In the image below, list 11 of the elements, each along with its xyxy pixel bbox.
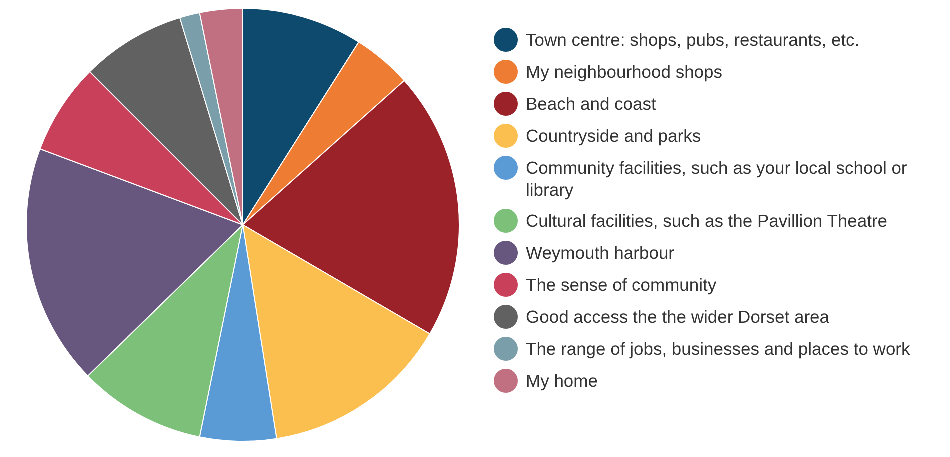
legend-label: Good access the the wider Dorset area (526, 306, 830, 328)
legend-label: Beach and coast (526, 93, 656, 115)
legend-label: The sense of community (526, 274, 717, 296)
legend-label: Community facilities, such as your local school or library (526, 157, 908, 201)
legend-label: The range of jobs, businesses and places to work (526, 338, 910, 360)
legend-label: Cultural facilities, such as the Pavillion Theatre (526, 210, 888, 232)
legend-label: Weymouth harbour (526, 242, 675, 264)
legend-label: Town centre: shops, pubs, restaurants, etc. (526, 29, 860, 51)
legend-label: My home (526, 370, 598, 392)
legend-label: My neighbourhood shops (526, 61, 723, 83)
legend-label: Countryside and parks (526, 125, 702, 147)
